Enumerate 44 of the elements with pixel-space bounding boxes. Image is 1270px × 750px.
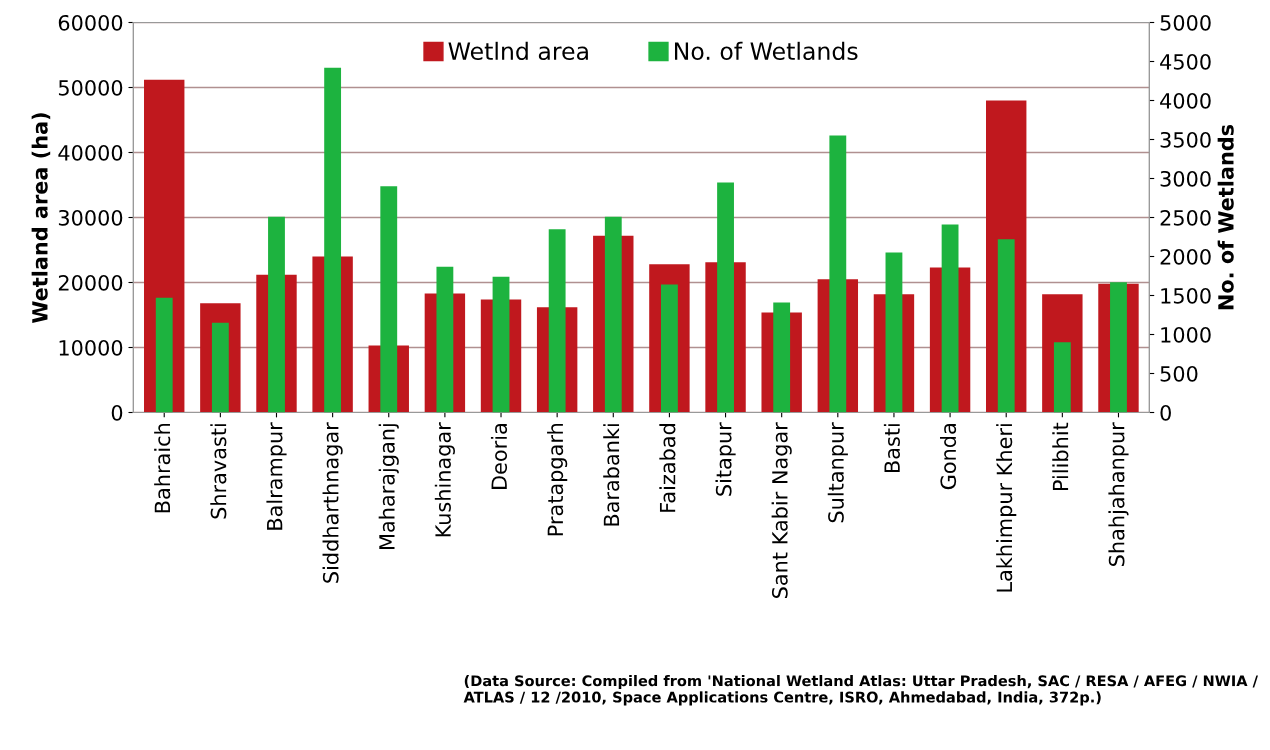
x-tick-label: Deoria — [490, 424, 508, 489]
y2-tick-label: 4500 — [1160, 53, 1211, 70]
y2-tick-label: 0 — [1160, 404, 1171, 421]
x-tick-label: Lakhimpur Kheri — [996, 424, 1017, 592]
y2-tick-label: 3500 — [1160, 131, 1211, 148]
y-tick-label: 50000 — [58, 79, 123, 96]
y-tick-label: 60000 — [58, 14, 123, 31]
bar — [997, 239, 1015, 413]
y-axis-title: Wetland area (ha) — [31, 113, 51, 323]
y-tick-label: 30000 — [58, 209, 123, 226]
x-tick-label: Siddharthnagar — [322, 422, 343, 583]
x-tick-label: Faizabad — [659, 424, 676, 512]
y-tick-label: 0 — [111, 404, 123, 421]
legend-label: Wetlnd area — [448, 41, 588, 61]
x-tick-label: Sultanpur — [827, 422, 848, 523]
x-tick-label: Gonda — [940, 424, 957, 490]
x-tick-label: Maharajganj — [378, 424, 399, 549]
bar — [155, 297, 173, 413]
text: (Data Source: Compiled from 'National Wetland Atlas: Uttar Pradesh, SAC / RESA / AFEG / NWIA / ATLAS / 12 /2010, Space Applications Centre, ISRO, Ahmedabad, India, 372p.) — [463, 675, 1258, 706]
y2-tick-label: 2500 — [1160, 209, 1211, 226]
x-tick-label: Bahraich — [154, 423, 171, 513]
legend-label: No. of Wetlands — [675, 41, 858, 61]
y2-tick-label: 500 — [1160, 365, 1198, 382]
x-tick-label: Pilibhit — [1052, 422, 1069, 491]
y-tick-label: 40000 — [58, 144, 123, 161]
x-tick-label: Balrampur — [266, 422, 287, 530]
y2-tick-label: 3000 — [1160, 170, 1211, 187]
x-tick-label: Shravasti — [210, 424, 227, 519]
bar — [1053, 342, 1071, 413]
x-tick-label: Sitapur — [715, 422, 736, 496]
x-tick-label: Kushinagar — [434, 422, 455, 537]
y2-tick-label: 4000 — [1160, 92, 1211, 109]
y-tick-label: 20000 — [58, 274, 123, 291]
x-tick-label: Basti — [883, 424, 900, 473]
x-tick-label: Barabanki — [603, 424, 620, 526]
y2-tick-label: 5000 — [1160, 14, 1211, 31]
y2-tick-label: 1000 — [1161, 326, 1211, 343]
y2-tick-label: 1500 — [1161, 287, 1211, 304]
y-tick-label: 10000 — [59, 339, 123, 356]
x-tick-label: Shahjahanpur — [1108, 422, 1129, 566]
y2-tick-label: 2000 — [1160, 248, 1211, 265]
y2-axis-title: No. of Wetlands — [1217, 124, 1234, 310]
x-tick-label: Pratapgarh — [547, 423, 568, 536]
x-tick-label: Sant Kabir Nagar — [771, 422, 792, 599]
